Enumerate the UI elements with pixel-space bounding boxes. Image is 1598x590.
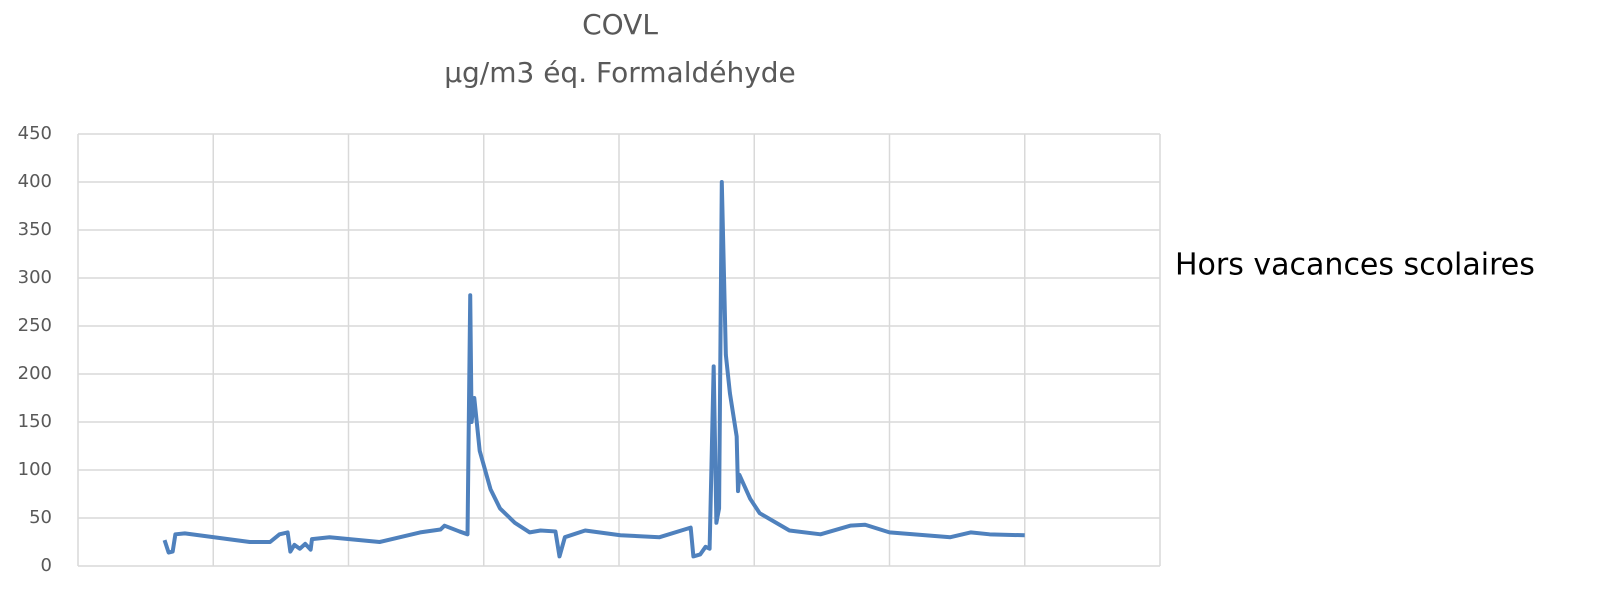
y-tick-label: 50 [29, 507, 52, 528]
chart-title: COVL [582, 8, 658, 41]
data-line [162, 180, 1025, 559]
chart-subtitle: µg/m3 éq. Formaldéhyde [444, 56, 796, 89]
y-tick-label: 350 [18, 219, 52, 240]
y-tick-label: 450 [18, 123, 52, 144]
y-tick-label: 150 [18, 411, 52, 432]
y-tick-label: 0 [41, 555, 52, 576]
y-tick-label: 300 [18, 267, 52, 288]
y-tick-label: 100 [18, 459, 52, 480]
annotation: Hors vacances scolaires [1175, 248, 1535, 283]
y-tick-label: 200 [18, 363, 52, 384]
y-tick-label: 400 [18, 171, 52, 192]
y-tick-label: 250 [18, 315, 52, 336]
